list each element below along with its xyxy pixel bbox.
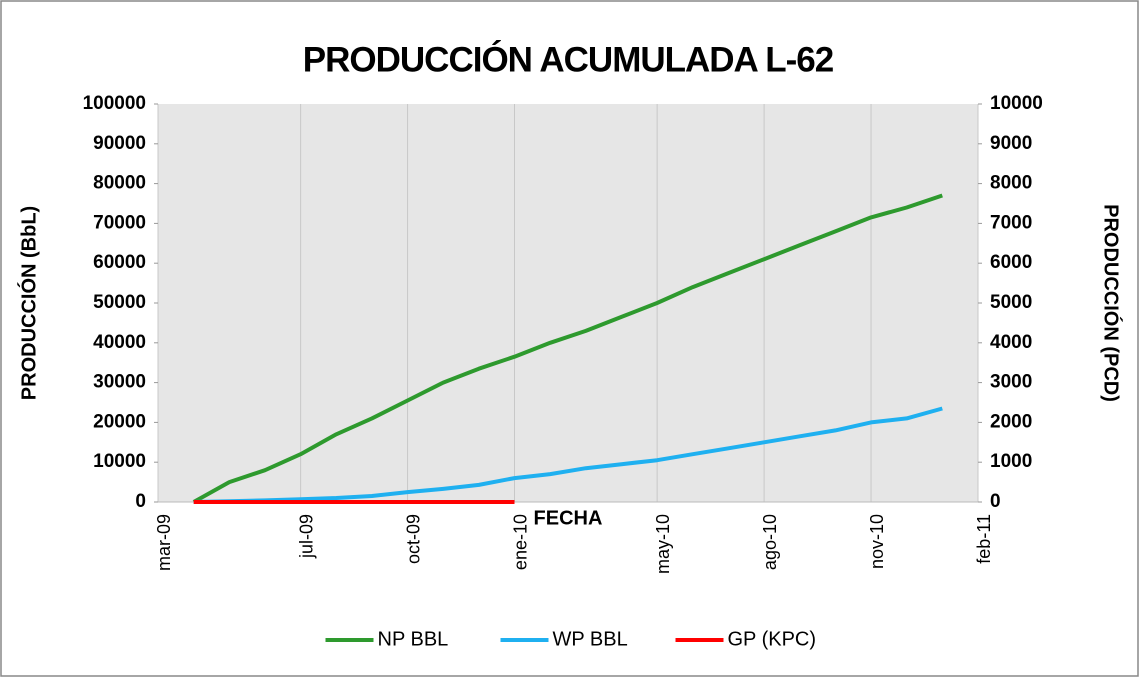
legend-label: GP (KPC) bbox=[728, 628, 817, 650]
y-tick-label: 10000 bbox=[93, 451, 146, 472]
y-tick-label: 60000 bbox=[93, 252, 146, 273]
x-tick-label: ene-10 bbox=[510, 514, 530, 570]
y2-tick-label: 7000 bbox=[990, 212, 1032, 233]
y-tick-label: 70000 bbox=[93, 212, 146, 233]
legend-label: NP BBL bbox=[378, 628, 449, 650]
y2-tick-label: 3000 bbox=[990, 372, 1032, 393]
chart-title: PRODUCCIÓN ACUMULADA L-62 bbox=[303, 39, 834, 79]
y2-tick-label: 4000 bbox=[990, 332, 1032, 353]
y2-tick-label: 0 bbox=[990, 491, 1001, 512]
y2-tick-label: 10000 bbox=[990, 93, 1043, 114]
x-axis-title: FECHA bbox=[534, 507, 603, 529]
y2-tick-label: 9000 bbox=[990, 133, 1032, 154]
y-tick-label: 0 bbox=[135, 491, 146, 512]
plot-area bbox=[158, 104, 978, 502]
y-tick-label: 100000 bbox=[83, 93, 146, 114]
x-tick-label: ago-10 bbox=[760, 514, 780, 570]
y2-tick-label: 5000 bbox=[990, 292, 1032, 313]
y2-axis-title: PRODUCCIÓN (PCD) bbox=[1100, 204, 1124, 402]
x-tick-label: jul-09 bbox=[296, 514, 316, 559]
y2-tick-label: 1000 bbox=[990, 451, 1032, 472]
y-tick-label: 30000 bbox=[93, 372, 146, 393]
x-tick-label: mar-09 bbox=[154, 514, 174, 571]
x-tick-label: may-10 bbox=[653, 514, 673, 574]
series-line bbox=[193, 406, 943, 504]
x-tick-label: nov-10 bbox=[867, 514, 887, 569]
y2-tick-label: 2000 bbox=[990, 411, 1032, 432]
series-line bbox=[192, 193, 943, 504]
y2-tick-label: 8000 bbox=[990, 173, 1032, 194]
y2-tick-label: 6000 bbox=[990, 252, 1032, 273]
x-tick-label: feb-11 bbox=[974, 514, 994, 564]
y-axis-title: PRODUCCIÓN (BbL) bbox=[16, 206, 40, 400]
x-tick-label: oct-09 bbox=[403, 514, 423, 564]
legend-label: WP BBL bbox=[553, 628, 628, 650]
y-tick-label: 20000 bbox=[93, 411, 146, 432]
y-tick-label: 40000 bbox=[93, 332, 146, 353]
y-tick-label: 80000 bbox=[93, 173, 146, 194]
y-tick-label: 90000 bbox=[93, 133, 146, 154]
y-tick-label: 50000 bbox=[93, 292, 146, 313]
